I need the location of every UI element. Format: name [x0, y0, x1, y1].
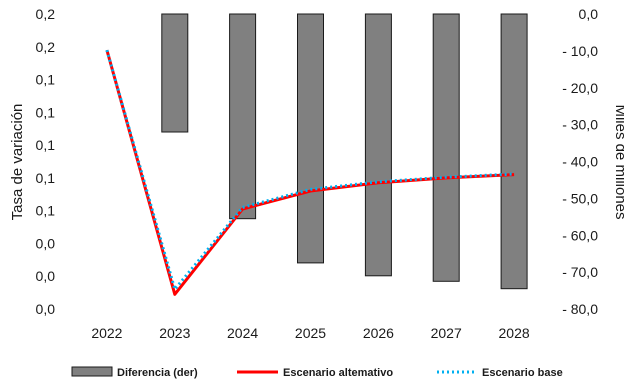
left-tick-label: 0,1 — [36, 203, 56, 219]
x-tick-label: 2026 — [363, 325, 394, 341]
left-tick-label: 0,0 — [36, 301, 56, 317]
bar-2028 — [500, 13, 528, 290]
right-tick-label: - 30,0 — [562, 117, 598, 133]
line-escenario-base — [105, 49, 515, 291]
lines-layer — [105, 49, 515, 296]
right-tick-label: - 70,0 — [562, 264, 598, 280]
bars-layer — [161, 13, 528, 290]
left-axis-title: Tasa de variación — [9, 104, 26, 221]
left-tick-label: 0,0 — [36, 268, 56, 284]
bar-2025 — [297, 13, 324, 264]
bar-2027 — [432, 13, 460, 282]
left-axis-ticks: 0,0 0,0 0,0 0,1 0,1 0,1 0,1 0,1 0,2 0,2 — [36, 6, 56, 317]
x-tick-label: 2028 — [499, 325, 530, 341]
right-tick-label: - 40,0 — [562, 154, 598, 170]
right-tick-label: - 60,0 — [562, 227, 598, 243]
x-tick-label: 2024 — [227, 325, 258, 341]
left-tick-label: 0,1 — [36, 72, 56, 88]
left-tick-label: 0,2 — [36, 6, 56, 22]
left-tick-label: 0,0 — [36, 235, 56, 251]
left-tick-label: 0,2 — [36, 39, 56, 55]
right-tick-label: - 80,0 — [562, 301, 598, 317]
legend-label-escenario-base: Escenario base — [482, 367, 563, 379]
right-tick-label: - 20,0 — [562, 80, 598, 96]
left-tick-label: 0,1 — [36, 104, 56, 120]
bar-2024 — [229, 13, 257, 220]
legend-label-diferencia: Diferencia (der) — [117, 367, 198, 379]
left-tick-label: 0,1 — [36, 137, 56, 153]
right-axis-title: Miles de millones — [612, 104, 624, 219]
legend-label-escenario-alternativo: Escenario altemativo — [283, 367, 393, 379]
x-axis-ticks: 2022 2023 2024 2025 2026 2027 2028 — [91, 325, 530, 341]
legend: Diferencia (der) Escenario altemativo Es… — [71, 366, 563, 379]
right-tick-label: - 10,0 — [562, 43, 598, 59]
x-tick-label: 2023 — [159, 325, 190, 341]
left-tick-label: 0,1 — [36, 170, 56, 186]
x-tick-label: 2027 — [431, 325, 462, 341]
x-tick-label: 2022 — [91, 325, 122, 341]
x-tick-label: 2025 — [295, 325, 326, 341]
bar-2023 — [161, 13, 189, 133]
right-axis-ticks: 0,0 - 10,0 - 20,0 - 30,0 - 40,0 - 50,0 - 60,0 -… — [562, 6, 598, 317]
right-tick-label: 0,0 — [579, 6, 599, 22]
legend-swatch-diferencia — [71, 366, 113, 377]
bar-2026 — [364, 13, 392, 277]
right-tick-label: - 50,0 — [562, 190, 598, 206]
